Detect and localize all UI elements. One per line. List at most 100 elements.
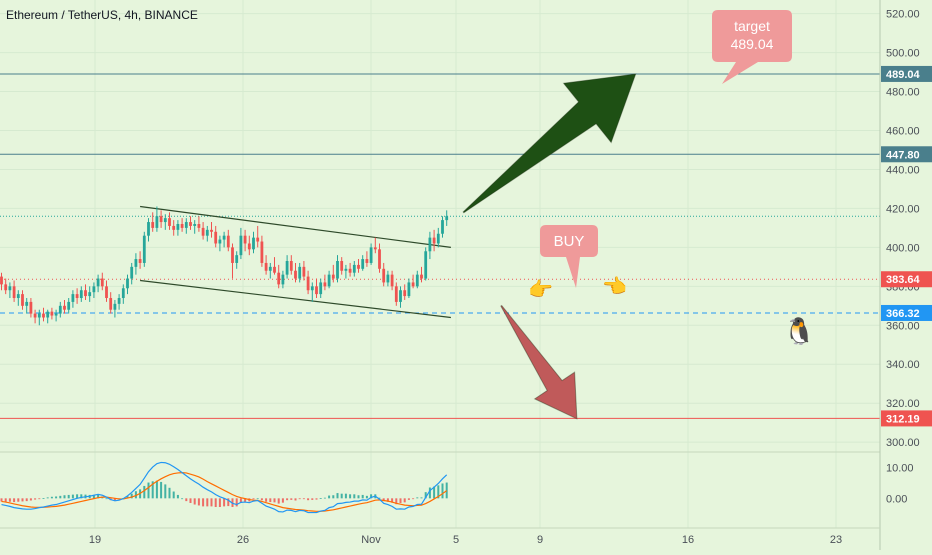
chart-title: Ethereum / TetherUS, 4h, BINANCE	[6, 8, 198, 22]
candle-body	[407, 282, 411, 297]
price-tag-label: 366.32	[886, 308, 920, 320]
macd-histogram-bar	[134, 491, 137, 499]
candle-body	[210, 229, 213, 232]
candle-body	[352, 264, 356, 273]
candle-body	[331, 274, 335, 279]
macd-histogram-bar	[273, 498, 276, 503]
macd-histogram-bar	[172, 491, 175, 499]
macd-signal-line	[1, 472, 448, 512]
candle-body	[323, 282, 327, 287]
macd-histogram-bar	[71, 494, 74, 499]
candle-body	[264, 262, 268, 271]
price-tag-label: 383.64	[886, 274, 921, 286]
candle-body	[378, 249, 381, 269]
macd-histogram-bar	[13, 498, 16, 503]
target-label: target	[734, 18, 770, 34]
candle-body	[109, 298, 113, 310]
macd-histogram-bar	[34, 498, 37, 500]
price-tick-label: 520.00	[886, 9, 920, 21]
candle-body	[243, 235, 247, 244]
macd-histogram-bar	[67, 494, 70, 499]
candle-body	[231, 247, 234, 263]
candle-body	[315, 286, 318, 295]
candle-body	[92, 286, 96, 293]
candle-body	[16, 294, 20, 299]
candle-body	[252, 237, 255, 250]
macd-histogram-bar	[399, 498, 402, 503]
candle-body	[134, 259, 138, 267]
candle-body	[390, 274, 394, 287]
price-tag-box	[881, 271, 932, 288]
candle-body	[12, 286, 16, 299]
candle-body	[382, 268, 386, 283]
candle-body	[340, 261, 344, 271]
macd-histogram-bar	[185, 498, 188, 502]
macd-histogram-bar	[437, 485, 440, 499]
candle-body	[336, 261, 339, 279]
candle-body	[256, 237, 260, 242]
candle-body	[88, 292, 92, 297]
candle-body	[54, 313, 58, 316]
candle-body	[281, 274, 285, 285]
macd-histogram-bar	[281, 498, 284, 503]
price-tag-box	[881, 146, 932, 163]
macd-histogram-bar	[391, 498, 394, 503]
time-tick-label: Nov	[361, 534, 381, 546]
price-tick-label: 300.00	[886, 437, 920, 449]
macd-histogram-bar	[269, 498, 272, 503]
candle-body	[197, 224, 201, 228]
candle-body	[201, 227, 205, 236]
pointing-left-hand-icon: 👈	[602, 275, 627, 298]
candle-body	[46, 311, 50, 318]
candle-body	[235, 255, 239, 263]
price-tick-label: 420.00	[886, 203, 920, 215]
macd-histogram-bar	[307, 498, 310, 501]
price-tick-label: 360.00	[886, 320, 920, 332]
candle-body	[420, 274, 423, 279]
macd-histogram-bar	[168, 487, 171, 499]
candle-body	[344, 268, 348, 271]
candle-body	[50, 311, 54, 316]
candle-body	[33, 313, 37, 318]
annotations: target 489.04 BUY 👉 👈 🐧	[528, 10, 815, 346]
macd-histogram-bar	[80, 494, 83, 499]
macd-histogram-bar	[395, 498, 398, 505]
candle-body	[226, 235, 230, 248]
macd-histogram-bar	[50, 496, 53, 499]
green-up-arrow	[462, 73, 637, 214]
time-axis[interactable]: 19 26 Nov 5 9 16 23	[0, 527, 880, 546]
candle-body	[21, 294, 24, 306]
candle-body	[302, 266, 306, 277]
macd-histogram-bar	[428, 487, 431, 499]
candle-body	[159, 216, 163, 223]
macd-histogram-bar	[319, 498, 322, 499]
macd-histogram-bar	[202, 498, 205, 507]
price-tag-box	[881, 65, 932, 82]
candle-body	[4, 284, 8, 291]
macd-histogram-bar	[336, 493, 339, 499]
candle-body	[277, 272, 281, 285]
price-tick-label: 340.00	[886, 359, 920, 371]
candle-body	[260, 241, 264, 263]
candle-body	[386, 274, 390, 283]
candle-body	[113, 303, 117, 310]
candle-body	[172, 225, 176, 230]
candle-body	[415, 274, 419, 287]
candle-body	[403, 290, 407, 297]
candle-body	[189, 222, 192, 226]
candle-body	[63, 305, 66, 310]
candle-body	[239, 235, 243, 256]
macd-histogram-bar	[46, 497, 49, 499]
candle-body	[84, 290, 87, 297]
macd-histogram-bar	[189, 498, 192, 503]
penguin-icon: 🐧	[783, 316, 815, 346]
price-tag-box	[881, 410, 932, 427]
macd-histogram-bar	[25, 498, 28, 502]
candle-body	[0, 276, 3, 285]
candle-body	[176, 224, 180, 230]
macd-histogram-bar	[164, 484, 167, 499]
candle-body	[75, 294, 79, 299]
macd-histogram-bar	[0, 498, 3, 502]
